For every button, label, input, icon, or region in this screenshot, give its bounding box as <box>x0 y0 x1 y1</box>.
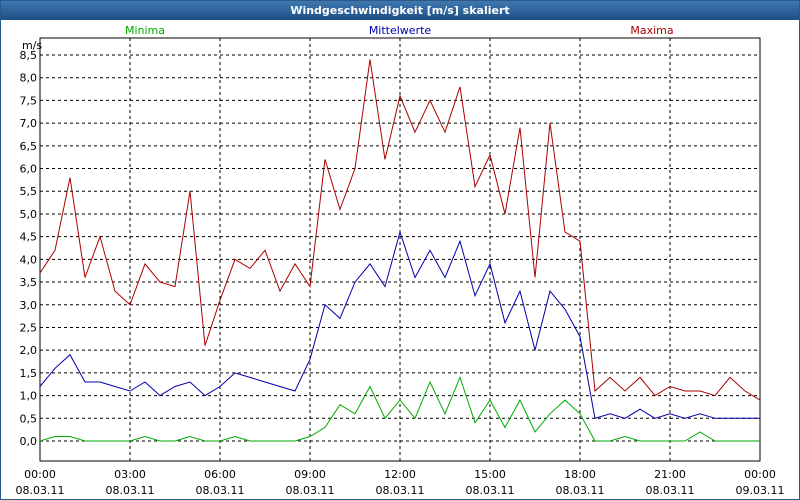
x-tick-time: 18:00 <box>564 468 596 481</box>
y-ticks: 0,0 0,5 1,0 1,5 2,0 2,5 3,0 3,5 4,0 4,5 5,0 5,5 6,0 6… <box>20 49 38 448</box>
y-tick-label: 2,5 <box>20 321 38 334</box>
y-tick-label: 5,5 <box>20 185 38 198</box>
y-tick-label: 3,0 <box>20 299 38 312</box>
series-line-maxima <box>39 59 761 401</box>
x-tick-date: 08.03.11 <box>196 484 245 497</box>
x-tick-time: 06:00 <box>204 468 236 481</box>
window-title: Windgeschwindigkeit [m/s] skaliert <box>1 1 799 20</box>
series-line-minima <box>39 375 760 442</box>
x-tick-date: 08.03.11 <box>466 484 515 497</box>
plot-area <box>39 37 761 462</box>
x-tick-date: 08.03.11 <box>556 484 605 497</box>
x-tick-time: 21:00 <box>654 468 686 481</box>
series-lines <box>39 59 761 442</box>
y-tick-label: 7,0 <box>20 117 38 130</box>
y-tick-label: 8,5 <box>20 49 38 62</box>
x-ticks: 00:00 08.03.11 03:00 08.03.11 06:00 08.03.11 0… <box>16 468 785 497</box>
x-tick-date: 09.03.11 <box>736 484 785 497</box>
x-tick-date: 08.03.11 <box>16 484 65 497</box>
x-tick-date: 08.03.11 <box>106 484 155 497</box>
y-tick-label: 3,5 <box>20 276 38 289</box>
y-axis-label: m/s <box>22 39 42 52</box>
legend: Minima Mittelwerte Maxima <box>125 24 674 37</box>
x-tick-date: 08.03.11 <box>646 484 695 497</box>
x-tick-time: 09:00 <box>294 468 326 481</box>
series-line-mittelwerte <box>39 230 760 419</box>
legend-mittelwerte: Mittelwerte <box>369 24 432 37</box>
x-tick-time: 00:00 <box>24 468 56 481</box>
x-tick-date: 08.03.11 <box>376 484 425 497</box>
y-tick-label: 1,5 <box>20 367 38 380</box>
x-tick-date: 08.03.11 <box>286 484 335 497</box>
y-tick-label: 6,5 <box>20 140 38 153</box>
y-tick-label: 0,0 <box>20 435 38 448</box>
y-tick-label: 1,0 <box>20 390 38 403</box>
x-tick-time: 15:00 <box>474 468 506 481</box>
x-tick-time: 12:00 <box>384 468 416 481</box>
y-tick-label: 4,0 <box>20 253 38 266</box>
legend-maxima: Maxima <box>630 24 673 37</box>
y-tick-label: 0,5 <box>20 412 38 425</box>
y-tick-label: 5,0 <box>20 208 38 221</box>
grid <box>40 38 760 461</box>
x-tick-time: 00:00 <box>744 468 776 481</box>
x-tick-time: 03:00 <box>114 468 146 481</box>
y-tick-label: 6,0 <box>20 163 38 176</box>
y-tick-label: 4,5 <box>20 231 38 244</box>
y-tick-label: 7,5 <box>20 94 38 107</box>
legend-minima: Minima <box>125 24 165 37</box>
y-tick-label: 2,0 <box>20 344 38 357</box>
y-tick-label: 8,0 <box>20 72 38 85</box>
